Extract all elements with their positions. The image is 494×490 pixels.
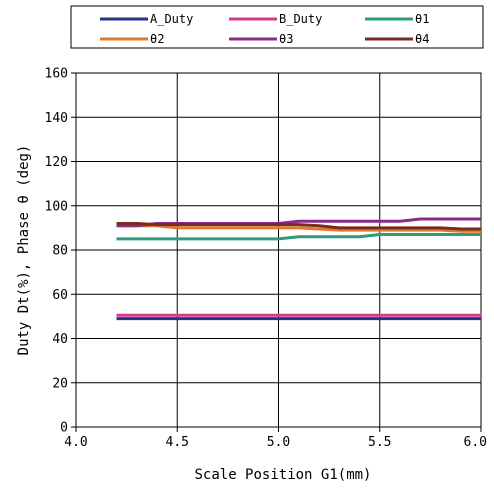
legend-label: θ3 — [279, 32, 293, 46]
tick-labels: 4.0 4.5 5.0 5.5 6.0 0 20 40 60 80 100 120 140 160 — [45, 67, 487, 451]
y-tick-label: 140 — [45, 111, 68, 126]
x-tick-label: 5.5 — [368, 435, 391, 450]
legend-label: θ2 — [150, 32, 164, 46]
legend-label: B_Duty — [279, 12, 322, 26]
legend-box — [70, 5, 484, 49]
legend: A_Duty B_Duty θ1 θ2 θ3 θ4 — [70, 5, 484, 49]
y-tick-label: 100 — [45, 199, 68, 214]
series-line-2 — [116, 224, 481, 233]
y-tick-label: 120 — [45, 155, 68, 170]
x-tick-label: 4.5 — [166, 435, 189, 450]
y-tick-label: 160 — [45, 67, 68, 82]
y-tick-label: 0 — [60, 421, 68, 436]
x-tick-label: 4.0 — [64, 435, 87, 450]
y-tick-label: 80 — [52, 244, 68, 259]
y-tick-label: 60 — [52, 288, 68, 303]
series-line-4 — [116, 222, 481, 231]
legend-label: A_Duty — [150, 12, 193, 26]
y-tick-label: 40 — [52, 332, 68, 347]
x-tick-label: 6.0 — [464, 435, 487, 450]
series-lines — [116, 217, 481, 321]
y-tick-label: 20 — [52, 376, 68, 391]
y-axis-title: Duty Dt(%), Phase θ (deg) — [16, 145, 32, 356]
legend-label: θ4 — [415, 32, 429, 46]
legend-label: θ1 — [415, 12, 429, 26]
x-axis-title: Scale Position G1(mm) — [194, 467, 371, 483]
grid — [71, 72, 482, 432]
x-tick-label: 5.0 — [267, 435, 290, 450]
series-line-1 — [116, 233, 481, 241]
